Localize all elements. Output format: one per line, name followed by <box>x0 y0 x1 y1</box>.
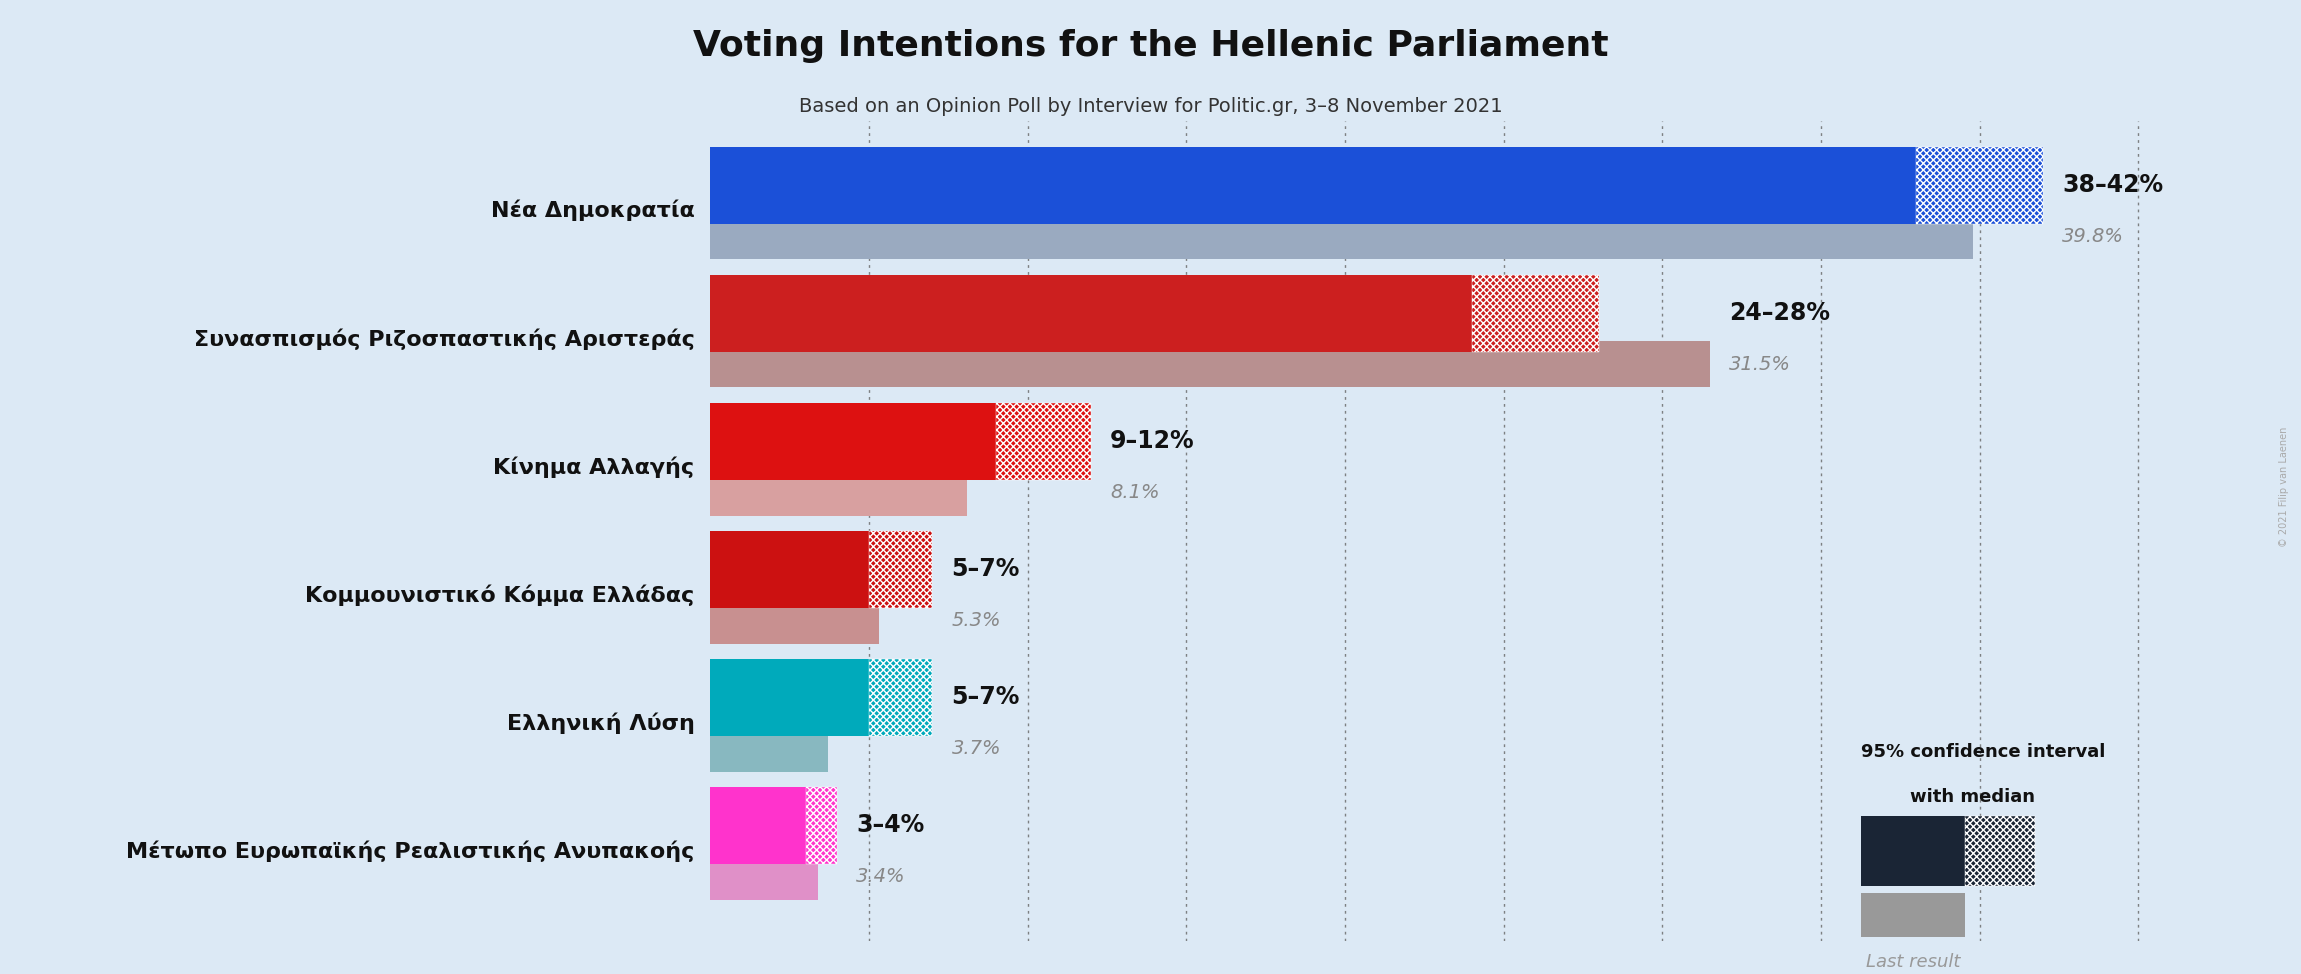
Bar <box>711 726 828 771</box>
Bar <box>711 531 870 608</box>
Text: 38–42%: 38–42% <box>2062 173 2163 197</box>
Bar <box>805 787 838 864</box>
Bar <box>1917 147 2043 223</box>
Bar <box>1862 816 1965 886</box>
Text: 24–28%: 24–28% <box>1728 301 1829 325</box>
Text: Μέτωπο Ευρωπαϊκής Ρεαλιστικής Ανυπακοής: Μέτωπο Ευρωπαϊκής Ρεαλιστικής Ανυπακοής <box>127 841 695 862</box>
Text: 3–4%: 3–4% <box>856 813 925 838</box>
Text: Συνασπισμός Ριζοσπαστικής Αριστεράς: Συνασπισμός Ριζοσπαστικής Αριστεράς <box>193 328 695 350</box>
Bar <box>711 275 1473 352</box>
Bar <box>996 403 1091 479</box>
Text: 39.8%: 39.8% <box>2062 227 2124 245</box>
Bar <box>711 403 996 479</box>
Text: Based on an Opinion Poll by Interview for Politic.gr, 3–8 November 2021: Based on an Opinion Poll by Interview fo… <box>798 97 1503 117</box>
Bar <box>711 469 966 515</box>
Text: 5–7%: 5–7% <box>953 557 1019 581</box>
Bar <box>711 597 879 644</box>
Text: Voting Intentions for the Hellenic Parliament: Voting Intentions for the Hellenic Parli… <box>693 29 1608 63</box>
Text: 8.1%: 8.1% <box>1109 483 1160 502</box>
Text: Ελληνική Λύση: Ελληνική Λύση <box>506 712 695 733</box>
Text: 31.5%: 31.5% <box>1728 355 1790 374</box>
Text: 9–12%: 9–12% <box>1109 430 1194 453</box>
Text: Last result: Last result <box>1866 953 1960 971</box>
Bar <box>870 659 932 735</box>
Bar <box>711 341 1710 388</box>
Text: 3.7%: 3.7% <box>953 739 1001 758</box>
Bar <box>1473 275 1599 352</box>
Text: 5–7%: 5–7% <box>953 686 1019 709</box>
Bar <box>711 213 1974 259</box>
Bar <box>1965 816 2034 886</box>
Text: with median: with median <box>1910 788 2034 806</box>
Text: Κίνημα Αλλαγής: Κίνημα Αλλαγής <box>492 456 695 477</box>
Bar <box>711 853 819 900</box>
Bar <box>1862 893 1965 938</box>
Text: 3.4%: 3.4% <box>856 867 907 886</box>
Bar <box>711 147 1917 223</box>
Text: 95% confidence interval: 95% confidence interval <box>1862 743 2105 762</box>
Bar <box>711 659 870 735</box>
Text: Νέα Δημοκρατία: Νέα Δημοκρατία <box>490 200 695 221</box>
Text: Κομμουνιστικό Κόμμα Ελλάδας: Κομμουνιστικό Κόμμα Ελλάδας <box>306 584 695 606</box>
Bar <box>711 787 805 864</box>
Text: © 2021 Filip van Laenen: © 2021 Filip van Laenen <box>2280 427 2289 547</box>
Text: 5.3%: 5.3% <box>953 611 1001 630</box>
Bar <box>870 531 932 608</box>
